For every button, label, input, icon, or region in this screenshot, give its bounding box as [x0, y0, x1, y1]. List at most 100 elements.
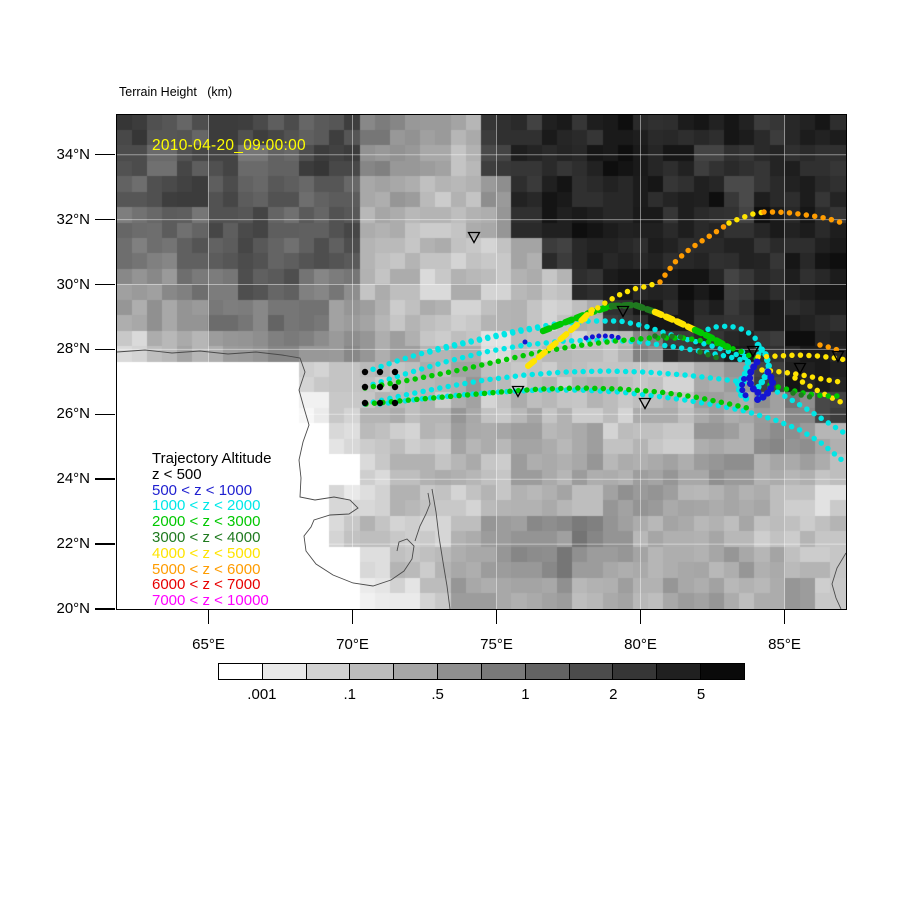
lat-tick-label: 24°N	[56, 470, 90, 488]
trajectory-path-yellow	[651, 308, 699, 334]
colorbar-cell	[306, 664, 351, 679]
lon-tick-label: 80°E	[624, 636, 657, 653]
lat-tick-label: 26°N	[56, 405, 90, 423]
trajectory-path-green	[691, 326, 732, 351]
trajectory-path-green	[539, 302, 616, 335]
y-axis-tick	[95, 478, 115, 480]
lat-tick-label: 30°N	[56, 275, 90, 293]
lon-tick-label: 85°E	[768, 636, 801, 653]
colorbar-cell	[701, 664, 744, 679]
colorbar-cell	[569, 664, 614, 679]
release-point-marker	[361, 383, 369, 391]
coastline	[431, 488, 451, 609]
x-axis-tick	[351, 610, 354, 624]
legend-entry: 4000 < z < 5000	[152, 544, 261, 562]
trajectory-path-green	[767, 382, 843, 399]
trajectory-path-dkgreen	[697, 349, 727, 363]
trajectory-path-blue	[749, 368, 777, 405]
trajectory-path-yellow	[582, 279, 663, 322]
lon-tick-label: 65°E	[192, 636, 225, 653]
legend-entry: 6000 < z < 7000	[152, 576, 261, 594]
coastline	[117, 349, 415, 587]
trajectory-path-cyan	[427, 324, 548, 355]
trajectory-path-yellow	[755, 352, 846, 363]
timestamp-label: 2010-04-20_09:00:00	[152, 137, 306, 154]
colorbar-cell	[350, 664, 395, 679]
colorbar-label: 2	[609, 686, 618, 703]
trajectory-path-orange	[657, 220, 732, 285]
trajectory-path-yellow	[726, 209, 767, 226]
trajectory-path-green	[363, 385, 755, 412]
release-point-marker	[361, 399, 369, 407]
site-triangle-marker	[616, 305, 630, 318]
trajectory-path-blue	[583, 333, 624, 341]
legend-title: Trajectory Altitude	[152, 450, 272, 467]
colorbar-label: .1	[343, 686, 357, 703]
release-point-marker	[376, 399, 384, 407]
colorbar-cell	[262, 664, 307, 679]
release-point-marker	[376, 368, 384, 376]
lat-tick-label: 22°N	[56, 535, 90, 553]
site-triangle-marker	[746, 345, 760, 358]
colorbar-label: .001	[247, 686, 277, 703]
colorbar-label: 5	[696, 686, 706, 703]
trajectory-altitude-legend: Trajectory Altitude z < 500 500 < z < 1000…	[152, 451, 272, 609]
trajectory-path-orange	[761, 209, 846, 227]
coastline	[414, 492, 431, 542]
site-triangle-marker	[511, 385, 525, 398]
release-point-marker	[391, 368, 399, 376]
colorbar-cell	[394, 664, 439, 679]
terrain-colorbar	[218, 663, 745, 680]
release-point-marker	[391, 399, 399, 407]
trajectory-path-blue	[745, 358, 766, 399]
site-triangle-marker	[638, 397, 652, 410]
colorbar-cell	[657, 664, 702, 679]
trajectory-overlay-svg	[117, 115, 846, 609]
y-axis-tick	[95, 283, 115, 286]
y-axis-tick	[95, 348, 115, 351]
colorbar-cell	[613, 664, 658, 679]
lon-tick-label: 70°E	[336, 636, 369, 653]
colorbar-cell	[525, 664, 570, 679]
x-axis-tick	[783, 610, 786, 624]
legend-entry: z < 500	[152, 465, 202, 483]
legend-entry: 1000 < z < 2000	[152, 497, 261, 515]
lat-tick-label: 34°N	[56, 145, 90, 163]
trajectory-path-cyan	[767, 385, 846, 437]
x-axis-tick	[207, 610, 210, 624]
plot-title: Terrain Height (km)	[119, 85, 233, 99]
release-point-marker	[376, 383, 384, 391]
colorbar-cell	[481, 664, 526, 679]
lat-tick-label: 28°N	[56, 340, 90, 358]
colorbar-label: 1	[521, 686, 530, 703]
legend-entry: 5000 < z < 6000	[152, 560, 261, 578]
trajectory-path-dkgreen	[608, 301, 659, 316]
colorbar-cell	[438, 664, 482, 679]
lat-tick-label: 32°N	[56, 210, 90, 228]
colorbar-label: .5	[431, 686, 444, 703]
x-axis-tick	[639, 610, 642, 624]
trajectory-path-cyan	[377, 387, 846, 464]
lat-tick-label: 20°N	[56, 600, 90, 617]
map-area	[117, 115, 846, 609]
y-axis-tick	[95, 153, 115, 156]
y-axis-tick	[95, 413, 115, 416]
legend-entry: 500 < z < 1000	[152, 481, 253, 499]
trajectory-path-yellow	[792, 375, 846, 406]
site-triangle-marker	[467, 231, 481, 244]
y-axis-tick	[95, 543, 115, 545]
coastline	[831, 552, 846, 609]
trajectory-path-yellow	[759, 367, 843, 385]
trajectory-path-cyan	[362, 368, 753, 407]
legend-entry: 3000 < z < 4000	[152, 528, 261, 546]
x-axis-tick	[495, 610, 498, 624]
release-point-marker	[391, 383, 399, 391]
y-axis-tick	[95, 218, 115, 221]
lon-tick-label: 75°E	[480, 636, 513, 653]
y-axis-tick	[95, 608, 115, 610]
legend-entry: 2000 < z < 3000	[152, 513, 261, 531]
trajectory-path-blue	[738, 376, 749, 399]
site-triangle-marker	[831, 350, 845, 363]
terrain-raster	[117, 115, 846, 609]
